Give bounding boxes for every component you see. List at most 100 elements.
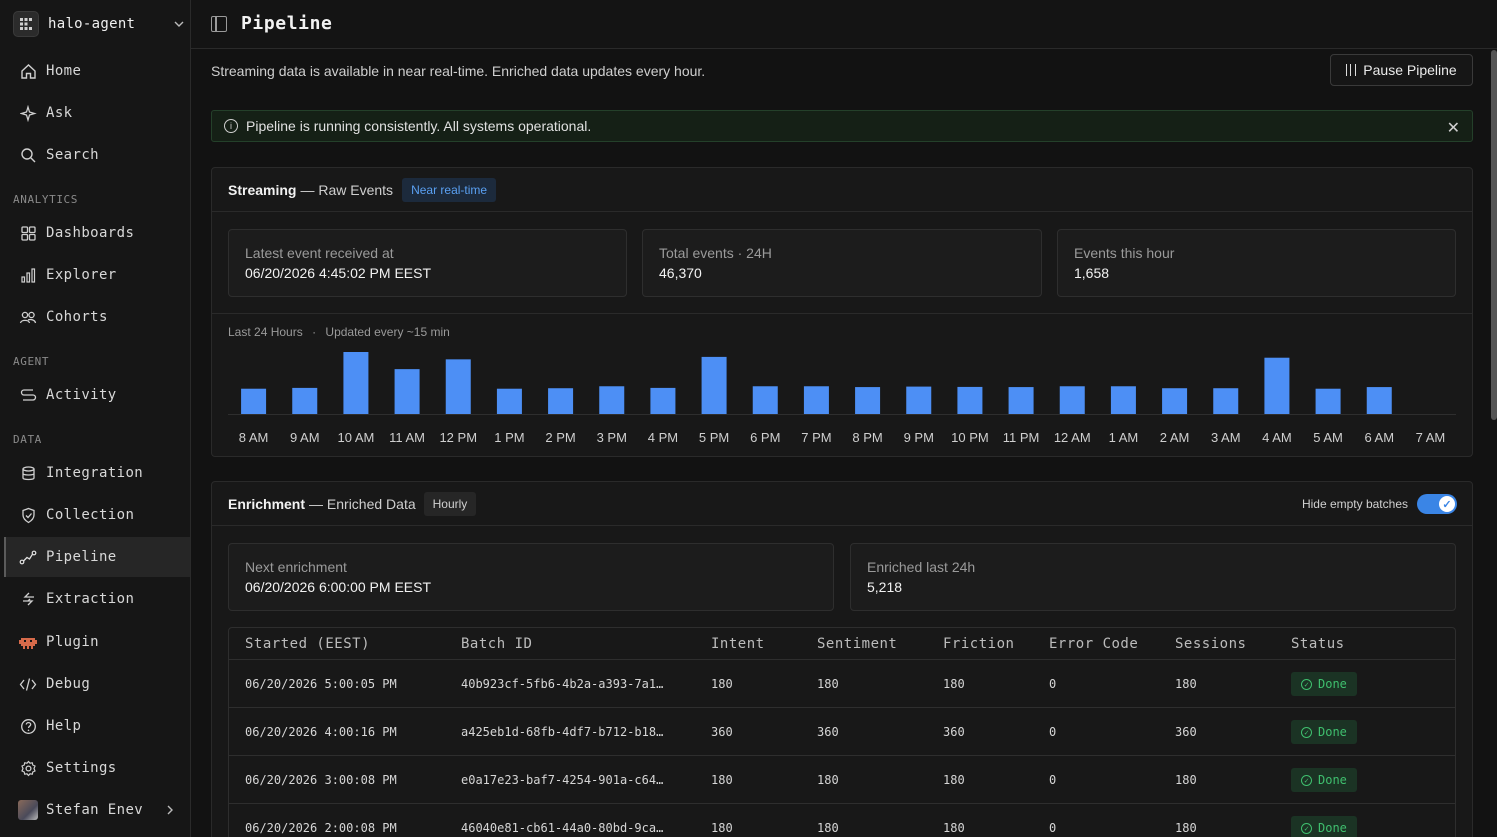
- cell-error-code: 0: [1049, 724, 1057, 739]
- chart-bar[interactable]: [394, 369, 420, 414]
- avatar: [18, 800, 38, 820]
- chart-bar[interactable]: [1366, 387, 1392, 414]
- sidebar-item-explorer[interactable]: Explorer: [4, 255, 190, 295]
- column-header[interactable]: Intent: [711, 635, 765, 652]
- chart-bar[interactable]: [241, 388, 267, 414]
- table-row[interactable]: 06/20/2026 5:00:05 PM 40b923cf-5fb6-4b2a…: [229, 660, 1455, 708]
- sidebar-item-dashboards[interactable]: Dashboards: [4, 213, 190, 253]
- sidebar-item-pipeline[interactable]: Pipeline: [4, 537, 190, 577]
- chart-bar[interactable]: [701, 356, 727, 414]
- cell-sentiment: 360: [817, 724, 839, 739]
- activity-icon: [18, 385, 38, 405]
- x-tick-label: 3 PM: [597, 430, 627, 445]
- status-alert: i Pipeline is running consistently. All …: [211, 110, 1473, 142]
- table-row[interactable]: 06/20/2026 2:00:08 PM 46040e81-cb61-44a0…: [229, 804, 1455, 837]
- sidebar-item-label: Plugin: [46, 634, 99, 650]
- sidebar-item-plugin[interactable]: Plugin: [4, 622, 190, 662]
- hourly-badge: Hourly: [423, 491, 477, 516]
- x-tick-label: 11 PM: [1003, 430, 1040, 445]
- stat-label: Next enrichment: [245, 559, 347, 575]
- chart-bar[interactable]: [1264, 357, 1290, 414]
- workspace-logo-icon: [13, 11, 39, 37]
- workspace-switcher[interactable]: halo-agent: [13, 8, 185, 40]
- pause-pipeline-label: Pause Pipeline: [1363, 62, 1457, 78]
- chart-bar[interactable]: [957, 386, 983, 414]
- x-tick-label: 8 AM: [239, 430, 269, 445]
- column-header[interactable]: Error Code: [1049, 635, 1139, 652]
- chart-bar[interactable]: [1213, 388, 1239, 414]
- cell-started: 06/20/2026 2:00:08 PM: [245, 820, 397, 835]
- sidebar-item-extraction[interactable]: Extraction: [4, 579, 190, 619]
- stat-value: 06/20/2026 6:00:00 PM EEST: [245, 579, 432, 595]
- cell-started: 06/20/2026 5:00:05 PM: [245, 676, 397, 691]
- sidebar-item-help[interactable]: Help: [4, 706, 190, 746]
- chart-bar[interactable]: [1059, 386, 1085, 414]
- sidebar-item-label: Search: [46, 147, 99, 163]
- pause-icon: [1346, 64, 1357, 76]
- sidebar-item-label: Activity: [46, 387, 117, 403]
- check-circle-icon: ✓: [1301, 822, 1312, 834]
- cell-started: 06/20/2026 3:00:08 PM: [245, 772, 397, 787]
- chart-bar[interactable]: [906, 386, 932, 414]
- sidebar-item-label: Pipeline: [46, 549, 117, 565]
- stat-label: Total events · 24H: [659, 245, 772, 261]
- sidebar-item-settings[interactable]: Settings: [4, 748, 190, 788]
- stat-value: 06/20/2026 4:45:02 PM EEST: [245, 265, 432, 281]
- near-realtime-badge: Near real-time: [402, 177, 497, 202]
- sidebar-item-debug[interactable]: Debug: [4, 664, 190, 704]
- cell-error-code: 0: [1049, 676, 1057, 691]
- page-subtitle: Streaming data is available in near real…: [211, 63, 706, 79]
- chart-bar[interactable]: [752, 386, 778, 414]
- chart-bar[interactable]: [548, 388, 574, 414]
- sidebar-item-integration[interactable]: Integration: [4, 453, 190, 493]
- close-icon[interactable]: ✕: [1446, 120, 1460, 137]
- chart-bar[interactable]: [1162, 388, 1188, 414]
- extraction-icon: [18, 589, 38, 609]
- streaming-header: Streaming — Raw Events Near real-time: [212, 168, 1472, 212]
- column-header[interactable]: Started (EEST): [245, 635, 371, 652]
- table-row[interactable]: 06/20/2026 4:00:16 PM a425eb1d-68fb-4df7…: [229, 708, 1455, 756]
- sidebar-item-label: Cohorts: [46, 309, 108, 325]
- chart-bar[interactable]: [803, 386, 829, 414]
- cell-error-code: 0: [1049, 820, 1057, 835]
- chart-bar[interactable]: [1110, 386, 1136, 414]
- column-header[interactable]: Sentiment: [817, 635, 898, 652]
- sidebar-toggle-icon[interactable]: [211, 16, 227, 32]
- cell-intent: 360: [711, 724, 733, 739]
- chart-bar[interactable]: [292, 387, 318, 414]
- sidebar-item-ask[interactable]: Ask: [4, 93, 190, 133]
- sidebar-item-collection[interactable]: Collection: [4, 495, 190, 535]
- pause-pipeline-button[interactable]: Pause Pipeline: [1330, 54, 1473, 86]
- sidebar-item-search[interactable]: Search: [4, 135, 190, 175]
- x-tick-label: 7 PM: [801, 430, 831, 445]
- sidebar-item-home[interactable]: Home: [4, 51, 190, 91]
- chart-bar[interactable]: [1008, 387, 1034, 414]
- user-menu[interactable]: Stefan Enev: [4, 790, 190, 830]
- cell-sentiment: 180: [817, 820, 839, 835]
- sparkle-icon: [18, 103, 38, 123]
- hide-empty-toggle[interactable]: ✓: [1417, 494, 1457, 514]
- chart-bar[interactable]: [599, 386, 625, 414]
- chart-bar[interactable]: [445, 359, 471, 414]
- column-header[interactable]: Status: [1291, 635, 1345, 652]
- column-header[interactable]: Friction: [943, 635, 1015, 652]
- sidebar-item-cohorts[interactable]: Cohorts: [4, 297, 190, 337]
- sidebar-item-activity[interactable]: Activity: [4, 375, 190, 415]
- chart-bar[interactable]: [650, 387, 676, 414]
- x-tick-label: 3 AM: [1211, 430, 1241, 445]
- chart-bar[interactable]: [1315, 388, 1341, 414]
- column-header[interactable]: Sessions: [1175, 635, 1247, 652]
- x-tick-label: 1 AM: [1109, 430, 1139, 445]
- table-row[interactable]: 06/20/2026 3:00:08 PM e0a17e23-baf7-4254…: [229, 756, 1455, 804]
- page-scrollbar[interactable]: [1491, 50, 1497, 420]
- enrichment-subtitle: — Enriched Data: [309, 495, 416, 512]
- chart-bar[interactable]: [343, 352, 369, 414]
- column-header[interactable]: Batch ID: [461, 635, 533, 652]
- status-badge: ✓ Done: [1291, 720, 1357, 744]
- cell-sessions: 180: [1175, 676, 1197, 691]
- x-tick-label: 7 AM: [1416, 430, 1446, 445]
- x-tick-label: 5 AM: [1313, 430, 1343, 445]
- sidebar-item-label: Settings: [46, 760, 117, 776]
- chart-bar[interactable]: [855, 387, 881, 414]
- chart-bar[interactable]: [496, 388, 522, 414]
